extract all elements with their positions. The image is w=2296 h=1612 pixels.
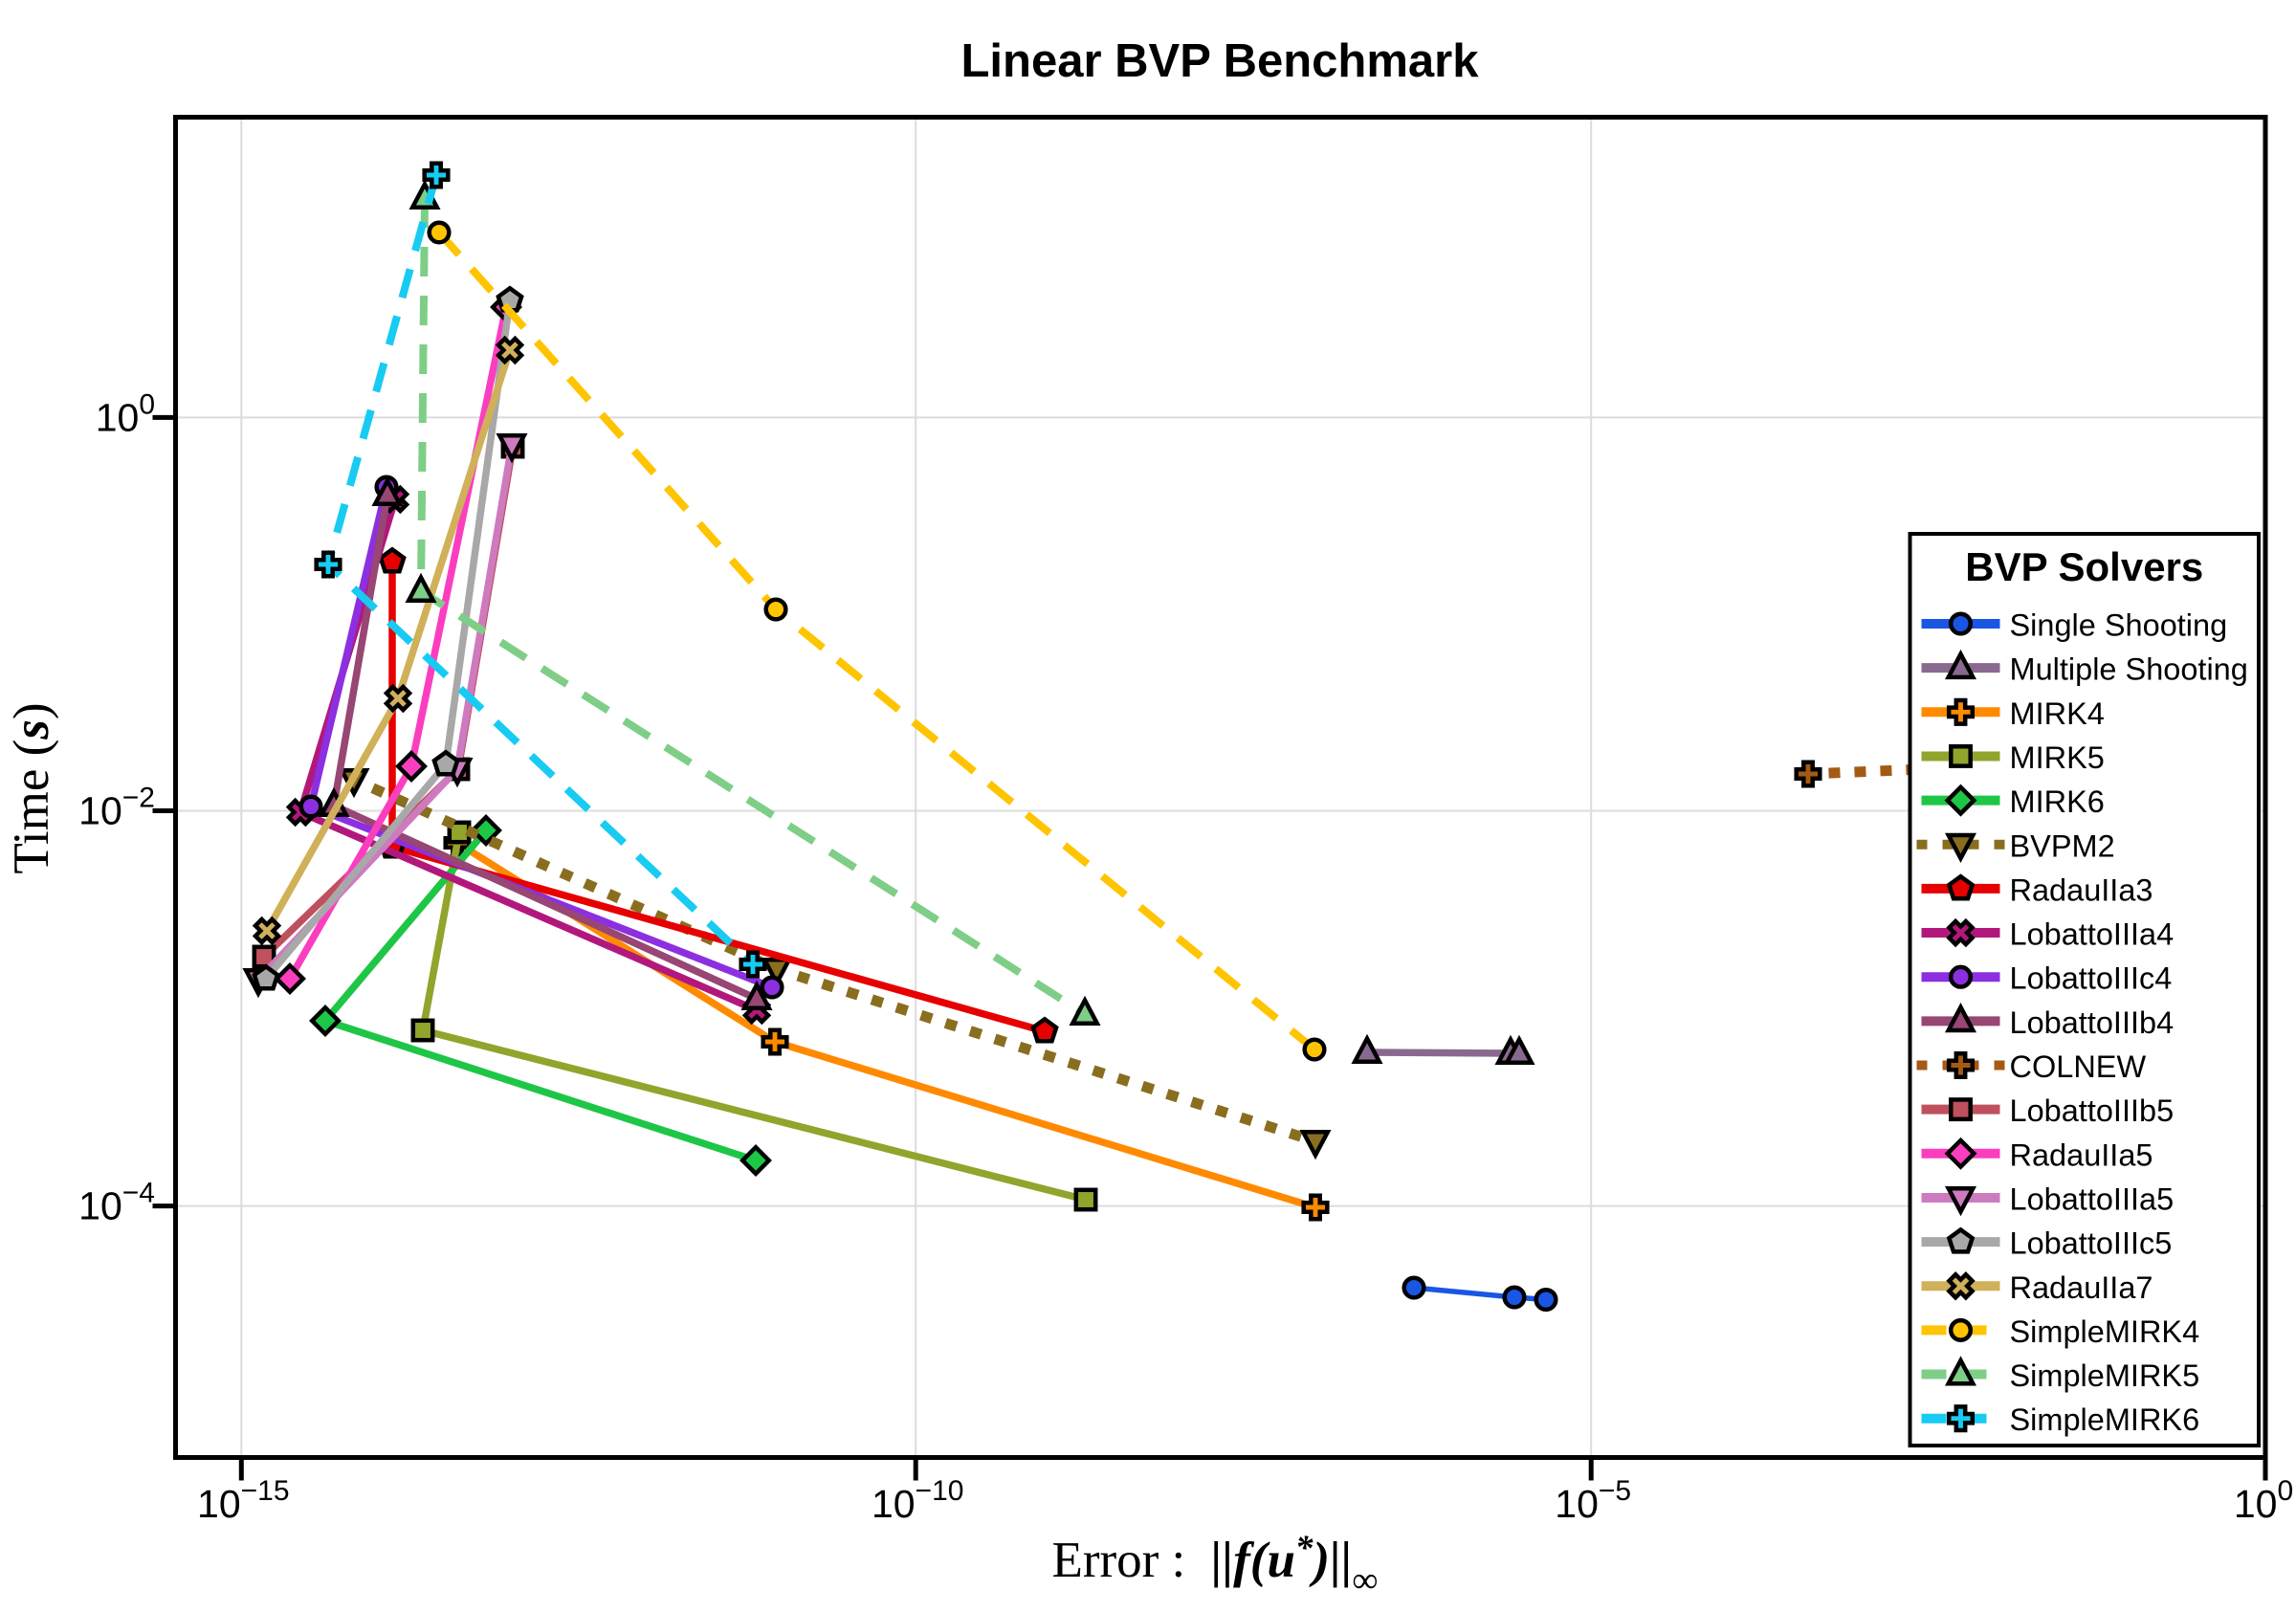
svg-text:SimpleMIRK4: SimpleMIRK4: [2010, 1314, 2200, 1349]
svg-text:LobattoIIIc4: LobattoIIIc4: [2010, 961, 2173, 996]
svg-text:Multiple Shooting: Multiple Shooting: [2010, 652, 2248, 687]
svg-text:Time (s): Time (s): [4, 702, 59, 873]
svg-text:Single Shooting: Single Shooting: [2010, 608, 2228, 643]
svg-text:MIRK4: MIRK4: [2010, 696, 2105, 731]
svg-text:SimpleMIRK5: SimpleMIRK5: [2010, 1358, 2200, 1393]
svg-text:BVP Solvers: BVP Solvers: [1965, 544, 2203, 589]
svg-text:LobattoIIIa4: LobattoIIIa4: [2010, 917, 2175, 952]
svg-text:LobattoIIIb4: LobattoIIIb4: [2010, 1005, 2175, 1040]
svg-text:LobattoIIIa5: LobattoIIIa5: [2010, 1181, 2175, 1216]
svg-text:SimpleMIRK6: SimpleMIRK6: [2010, 1402, 2200, 1437]
svg-text:RadauIIa5: RadauIIa5: [2010, 1137, 2153, 1172]
svg-text:MIRK6: MIRK6: [2010, 784, 2105, 819]
svg-text:Linear BVP Benchmark: Linear BVP Benchmark: [960, 35, 1479, 87]
svg-text:RadauIIa3: RadauIIa3: [2010, 872, 2153, 907]
svg-text:BVPM2: BVPM2: [2010, 828, 2115, 863]
svg-text:10−5: 10−5: [1555, 1475, 1631, 1526]
svg-text:MIRK5: MIRK5: [2010, 740, 2105, 775]
svg-text:LobattoIIIb5: LobattoIIIb5: [2010, 1093, 2175, 1128]
svg-text:COLNEW: COLNEW: [2010, 1049, 2147, 1084]
svg-text:LobattoIIIc5: LobattoIIIc5: [2010, 1226, 2173, 1261]
svg-text:RadauIIa7: RadauIIa7: [2010, 1270, 2153, 1305]
